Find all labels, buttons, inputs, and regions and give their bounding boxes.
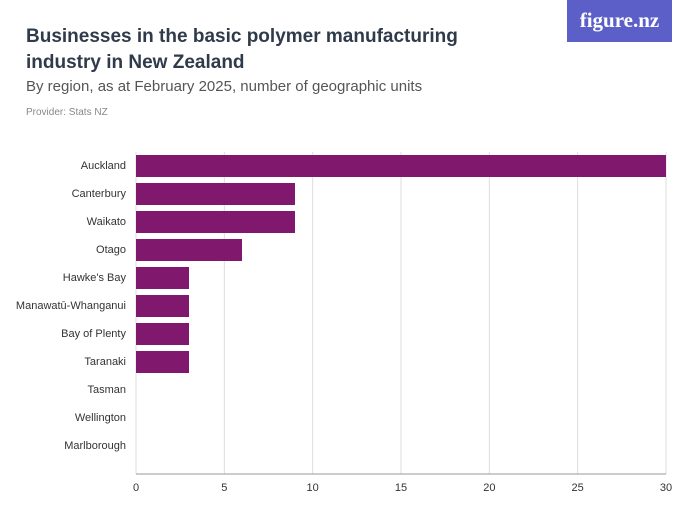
y-tick-label: Manawatū-Whanganui (16, 300, 126, 312)
chart-title: Businesses in the basic polymer manufact… (26, 26, 458, 73)
y-tick-label: Tasman (87, 384, 126, 396)
x-tick-label: 25 (572, 482, 584, 494)
y-tick-label: Bay of Plenty (61, 328, 126, 340)
bar (136, 211, 295, 233)
bar (136, 295, 189, 317)
y-tick-label: Waikato (87, 216, 126, 228)
y-tick-label: Taranaki (84, 356, 126, 368)
bar (136, 183, 295, 205)
bar (136, 351, 189, 373)
y-tick-label: Canterbury (72, 188, 127, 200)
logo[interactable]: figure.nz (567, 0, 672, 42)
x-tick-label: 30 (660, 482, 672, 494)
y-tick-label: Marlborough (64, 440, 126, 452)
y-tick-label: Auckland (81, 160, 126, 172)
bar (136, 155, 666, 177)
chart-subtitle: By region, as at February 2025, number o… (26, 78, 423, 95)
bar (136, 239, 242, 261)
x-tick-label: 5 (221, 482, 227, 494)
x-tick-label: 15 (395, 482, 407, 494)
x-tick-label: 10 (307, 482, 319, 494)
bar (136, 323, 189, 345)
x-tick-label: 20 (483, 482, 495, 494)
source: Provider: Stats NZ (26, 107, 108, 118)
y-tick-label: Wellington (75, 412, 126, 424)
y-tick-label: Otago (96, 244, 126, 256)
bar (136, 267, 189, 289)
x-tick-label: 0 (133, 482, 139, 494)
y-tick-label: Hawke's Bay (63, 272, 127, 284)
